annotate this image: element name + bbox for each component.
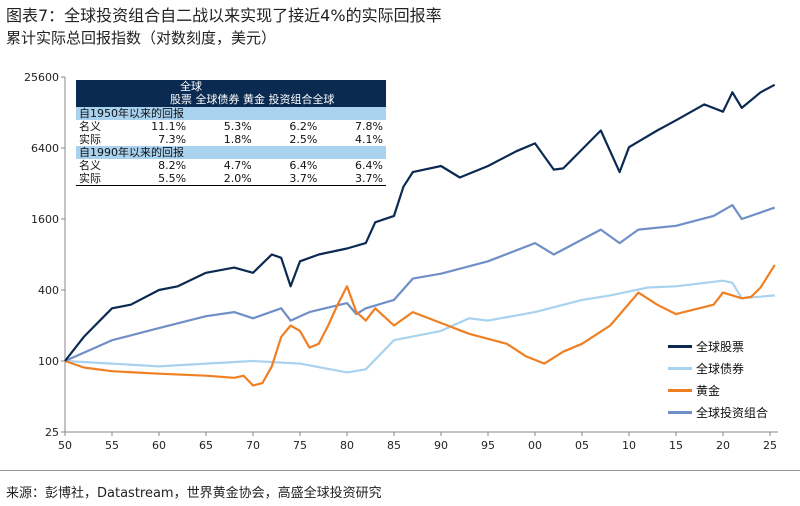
cell: 6.4% [289,159,318,172]
y-tick-label: 1600 [31,213,59,226]
cell: 4.7% [223,159,252,172]
returns-table: 全球 股票 全球债券 黄金 投资组合全球 自1950年以来的回报 名义 11.1%… [76,80,386,186]
x-tick-label: 20 [716,439,730,452]
row-label: 实际 [79,133,101,146]
cell: 2.5% [289,133,318,146]
series-line-2 [64,264,776,387]
y-tick-label: 400 [38,284,59,297]
row-label: 名义 [79,159,101,172]
x-tick-label: 55 [105,439,119,452]
x-tick-label: 60 [152,439,166,452]
x-tick-label: 05 [575,439,589,452]
source-note: 来源：彭博社，Datastream，世界黄金协会，高盛全球投资研究 [6,486,382,501]
cell: 7.3% [158,133,187,146]
x-tick-label: 75 [293,439,307,452]
row-label: 名义 [79,120,101,133]
x-tick-label: 25 [763,439,777,452]
legend-label: 全球投资组合 [696,406,769,420]
divider [0,470,800,471]
x-tick-label: 10 [622,439,636,452]
legend-label: 黄金 [696,384,721,398]
cell: 8.2% [158,159,187,172]
row-label: 实际 [79,172,101,185]
x-tick-label: 70 [246,439,260,452]
x-tick-label: 50 [58,439,72,452]
table-row: 名义 8.2% 4.7% 6.4% 6.4% [76,159,386,172]
legend-swatch [668,345,692,348]
y-tick-label: 25600 [24,71,59,84]
legend-swatch [668,367,692,370]
x-tick-label: 15 [669,439,683,452]
cell: 5.3% [223,120,252,133]
cell: 6.2% [289,120,318,133]
table-row: 实际 7.3% 1.8% 2.5% 4.1% [76,133,386,146]
cell: 2.0% [223,172,252,185]
chart-subtitle: 累计实际总回报指数（对数刻度，美元） [6,29,277,47]
legend-item: 全球股票 [668,338,744,355]
x-tick-label: 80 [340,439,354,452]
cell: 7.8% [355,120,383,133]
section-label: 自1950年以来的回报 [79,107,184,120]
table-row: 实际 5.5% 2.0% 3.7% 3.7% [76,172,386,186]
cell: 11.1% [151,120,187,133]
legend-swatch [668,389,692,392]
x-tick-label: 00 [528,439,542,452]
cell: 3.7% [355,172,383,185]
y-tick-label: 25 [45,426,59,439]
x-tick-label: 65 [199,439,213,452]
legend-item: 黄金 [668,382,720,399]
y-tick-label: 6400 [31,142,59,155]
series-line-0 [64,83,776,362]
legend-item: 全球债券 [668,360,744,377]
x-tick-label: 85 [387,439,401,452]
series-line-3 [64,204,776,363]
cell: 4.1% [355,133,383,146]
table-header-2: 股票 全球债券 黄金 投资组合全球 [169,93,335,106]
table-row: 名义 11.1% 5.3% 6.2% 7.8% [76,120,386,133]
legend-label: 全球债券 [696,362,745,376]
legend-item: 全球投资组合 [668,404,768,421]
section-label: 自1990年以来的回报 [79,146,184,159]
cell: 6.4% [355,159,383,172]
legend-swatch [668,411,692,414]
series-line-1 [64,279,775,374]
cell: 5.5% [158,172,187,185]
chart-title: 图表7：全球投资组合自二战以来实现了接近4%的实际回报率 [6,6,442,25]
table-header-1: 全球 [179,80,202,93]
y-tick-label: 100 [38,355,59,368]
x-tick-label: 95 [481,439,495,452]
cell: 3.7% [289,172,318,185]
x-tick-label: 90 [434,439,448,452]
cell: 1.8% [223,133,252,146]
legend-label: 全球股票 [696,340,745,354]
